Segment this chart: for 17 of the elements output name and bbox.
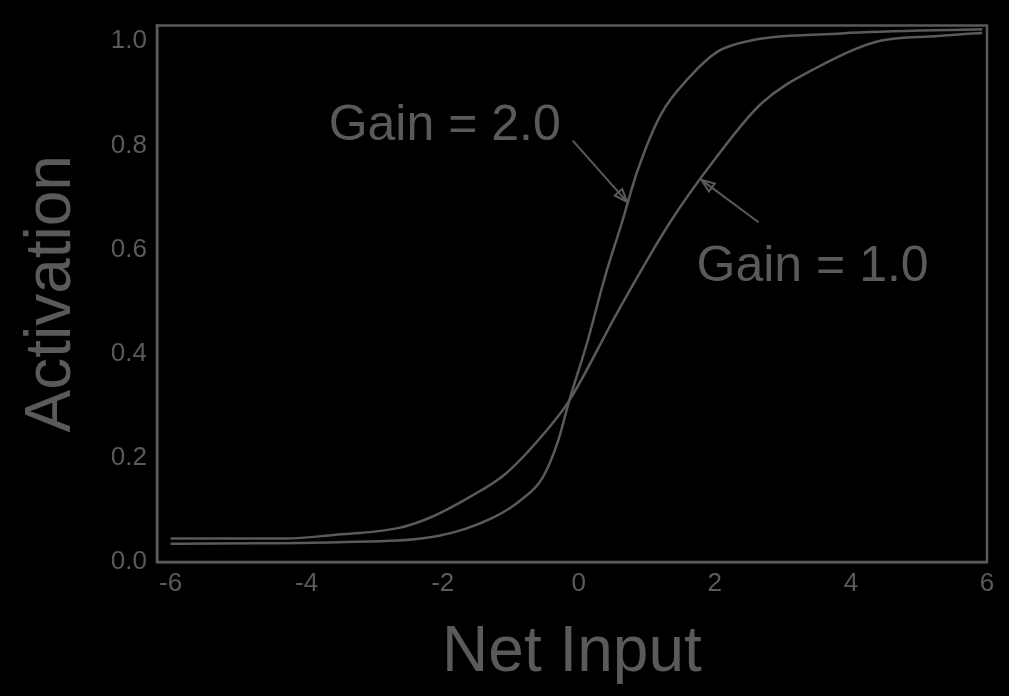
y-tick-label: 0.4 (110, 336, 147, 367)
x-tick-label: -6 (158, 566, 183, 597)
y-tick-label: 0.2 (110, 441, 147, 472)
annotation: Gain = 2.0 (328, 95, 561, 152)
y-tick-label: 0.0 (110, 545, 147, 576)
x-tick-label: 4 (843, 566, 859, 597)
annotation: Gain = 1.0 (696, 236, 929, 293)
x-tick-label: 0 (571, 566, 587, 597)
x-tick-label: 2 (707, 566, 723, 597)
x-axis-title: Net Input (442, 613, 703, 686)
x-tick-label: -4 (295, 566, 319, 597)
x-tick-label: -2 (431, 566, 455, 597)
y-axis-title: Activation (12, 155, 85, 433)
x-tick-label: 6 (979, 566, 995, 597)
y-tick-label: 0.8 (110, 128, 147, 159)
y-tick-label: 1.0 (110, 24, 147, 55)
y-tick-label: 0.6 (110, 232, 147, 263)
